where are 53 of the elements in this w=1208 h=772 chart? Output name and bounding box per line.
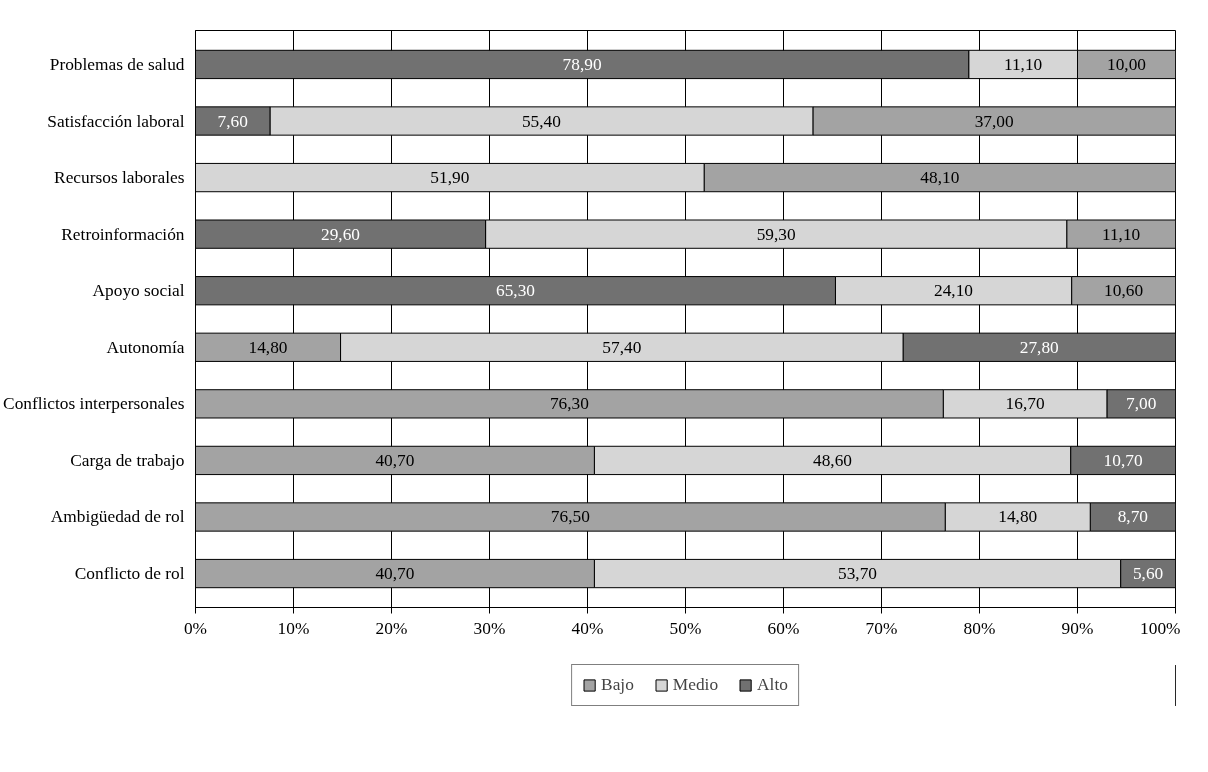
data-label: 10,00: [1107, 54, 1147, 74]
x-tick-label: 100%: [1140, 618, 1181, 638]
data-label: 51,90: [430, 168, 470, 188]
legend-label: Medio: [672, 675, 719, 695]
legend-label: Bajo: [601, 675, 634, 695]
y-tick-label: Satisfacción laboral: [47, 111, 185, 131]
x-tick-label: 90%: [1061, 618, 1094, 638]
data-label: 40,70: [375, 564, 415, 584]
data-label: 7,00: [1126, 394, 1157, 414]
data-label: 65,30: [495, 281, 535, 301]
y-tick-label: Retroinformación: [61, 224, 185, 244]
data-label: 16,70: [1005, 394, 1045, 414]
data-label: 27,80: [1019, 337, 1059, 357]
y-tick-label: Ambigüedad de rol: [50, 507, 185, 527]
data-label: 76,30: [549, 394, 589, 414]
x-tick-label: 0%: [183, 618, 208, 638]
data-label: 37,00: [974, 111, 1014, 131]
data-label: 48,60: [813, 450, 853, 470]
data-label: 55,40: [521, 111, 561, 131]
legend-label: Alto: [757, 675, 788, 695]
data-label: 11,10: [1003, 54, 1043, 74]
data-label: 8,70: [1117, 507, 1149, 527]
data-label: 11,10: [1101, 224, 1141, 244]
y-tick-label: Problemas de salud: [49, 54, 185, 74]
data-label: 14,80: [998, 507, 1038, 527]
data-label: 29,60: [321, 224, 361, 244]
y-tick-label: Autonomía: [106, 337, 185, 357]
data-label: 48,10: [920, 168, 960, 188]
data-label: 5,60: [1132, 564, 1164, 584]
y-tick-label: Apoyo social: [92, 281, 185, 301]
data-label: 76,50: [550, 507, 590, 527]
x-tick-label: 50%: [669, 618, 702, 638]
data-label: 24,10: [934, 281, 974, 301]
x-tick-label: 20%: [375, 618, 408, 638]
x-tick-label: 40%: [571, 618, 604, 638]
data-label: 10,70: [1103, 450, 1143, 470]
data-label: 57,40: [602, 337, 642, 357]
data-label: 14,80: [248, 337, 288, 357]
data-label: 53,70: [838, 564, 877, 584]
y-tick-label: Conflicto de rol: [74, 564, 185, 584]
x-tick-label: 80%: [963, 618, 996, 638]
data-label: 7,60: [217, 111, 248, 131]
x-tick-label: 10%: [277, 618, 310, 638]
x-tick-label: 60%: [767, 618, 800, 638]
x-tick-label: 70%: [865, 618, 898, 638]
data-label: 59,30: [756, 224, 796, 244]
y-tick-label: Recursos laborales: [54, 168, 185, 188]
y-tick-label: Carga de trabajo: [70, 450, 185, 470]
data-label: 40,70: [375, 450, 415, 470]
data-label: 78,90: [562, 54, 602, 74]
data-label: 10,60: [1104, 281, 1144, 301]
y-tick-label: Conflictos interpersonales: [3, 394, 185, 414]
x-tick-label: 30%: [473, 618, 506, 638]
